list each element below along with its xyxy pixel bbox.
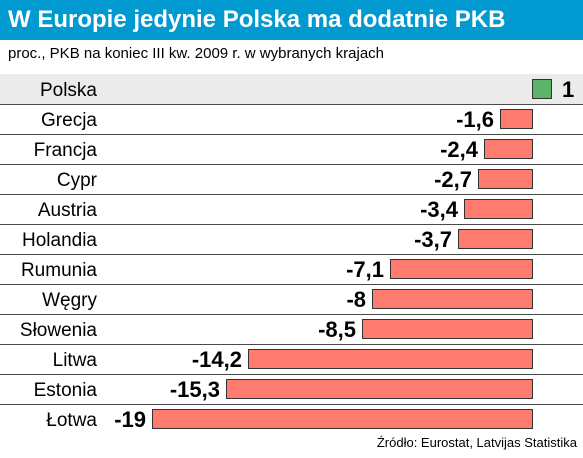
category-label: Cypr bbox=[57, 170, 98, 191]
bar bbox=[532, 79, 552, 99]
category-label: Grecja bbox=[41, 110, 97, 131]
value-label: -1,6 bbox=[456, 107, 494, 132]
value-label: 1 bbox=[562, 77, 574, 102]
value-label: -7,1 bbox=[346, 257, 384, 282]
bar-chart: Polska 1 Grecja -1,6 Francja -2,4 Cypr -2,7 Aust… bbox=[0, 74, 583, 432]
value-label: -8,5 bbox=[318, 317, 356, 342]
bar bbox=[458, 229, 533, 249]
value-label: -2,4 bbox=[440, 137, 479, 162]
bar bbox=[484, 139, 533, 159]
value-label: -3,7 bbox=[414, 227, 452, 252]
category-label: Polska bbox=[40, 80, 97, 101]
bar bbox=[226, 379, 533, 399]
category-label: Węgry bbox=[42, 290, 97, 311]
bar bbox=[500, 109, 533, 129]
chart-subtitle: proc., PKB na koniec III kw. 2009 r. w w… bbox=[8, 45, 385, 62]
category-label: Holandia bbox=[22, 230, 97, 251]
value-label: -19 bbox=[114, 407, 146, 432]
highlight-row-background bbox=[0, 74, 583, 104]
value-label: -14,2 bbox=[192, 347, 242, 372]
category-label: Austria bbox=[38, 200, 98, 221]
chart-title: W Europie jedynie Polska ma dodatnie PKB bbox=[8, 6, 506, 33]
bar bbox=[478, 169, 533, 189]
value-label: -8 bbox=[346, 287, 366, 312]
bar bbox=[390, 259, 533, 279]
bar bbox=[372, 289, 533, 309]
category-label: Łotwa bbox=[46, 410, 97, 431]
value-label: -3,4 bbox=[420, 197, 459, 222]
bar bbox=[152, 409, 533, 429]
bar bbox=[464, 199, 533, 219]
category-label: Litwa bbox=[53, 350, 98, 371]
source-note: Źródło: Eurostat, Latvijas Statistika bbox=[376, 435, 577, 450]
value-label: -2,7 bbox=[434, 167, 472, 192]
category-label: Słowenia bbox=[20, 320, 98, 341]
bar bbox=[362, 319, 533, 339]
category-label: Rumunia bbox=[21, 260, 97, 281]
title-bar: W Europie jedynie Polska ma dodatnie PKB bbox=[0, 0, 583, 40]
value-label: -15,3 bbox=[170, 377, 220, 402]
bar bbox=[248, 349, 533, 369]
category-label: Estonia bbox=[34, 380, 98, 401]
category-label: Francja bbox=[34, 140, 98, 161]
